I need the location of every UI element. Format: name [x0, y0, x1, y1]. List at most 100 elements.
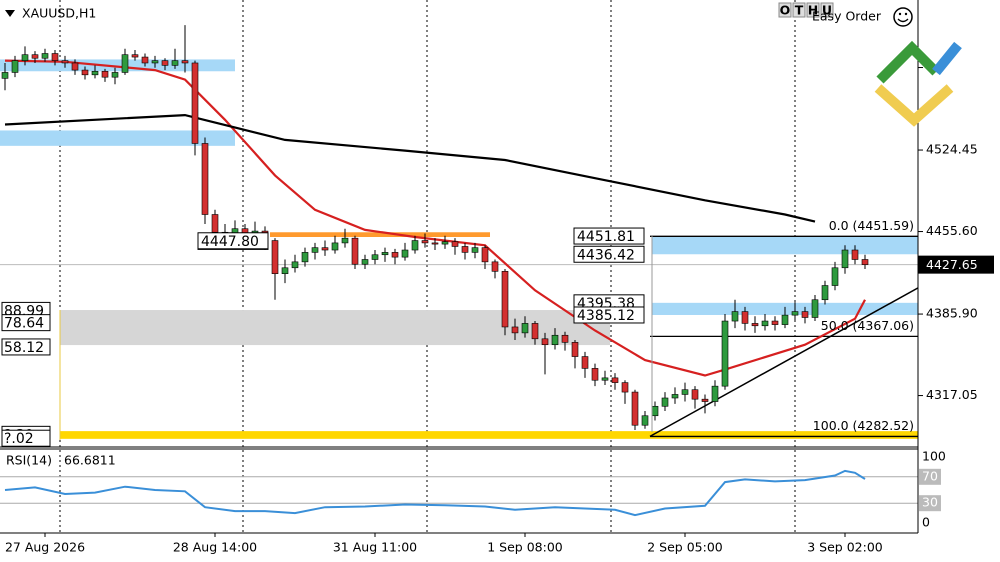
candle-body [281, 267, 289, 274]
logo [874, 40, 980, 127]
candle-body [91, 70, 99, 76]
candle-body [851, 249, 859, 260]
candle-body [721, 320, 729, 387]
x-tick-label: 1 Sep 08:00 [487, 540, 563, 555]
candle-body [701, 398, 709, 402]
candle-body [271, 240, 279, 274]
rsi-level-box [919, 495, 941, 512]
candle-body [621, 382, 629, 393]
candle-body [181, 60, 189, 64]
candle-body [751, 323, 759, 327]
fib-label: 0.0 (4451.59) [829, 218, 914, 233]
menu-triangle[interactable] [5, 10, 15, 17]
zone [652, 236, 918, 255]
button[interactable] [820, 2, 834, 18]
y-tick-label: 4455.60 [926, 223, 978, 238]
candle-body [311, 247, 319, 253]
candle-body [771, 320, 779, 325]
rsi-tick-label: 70 [922, 468, 938, 483]
zone [0, 130, 235, 146]
candle-body [71, 62, 79, 71]
price-label: 4451.81 [577, 229, 635, 245]
smiley-face [893, 7, 913, 27]
candle-body [551, 334, 559, 346]
button-label: T [795, 3, 804, 18]
tool-buttons: O T H U [778, 2, 834, 18]
candle-body [301, 252, 309, 263]
candle-body [671, 394, 679, 399]
smiley[interactable] [893, 7, 913, 27]
candle-body [631, 391, 639, 426]
tool-name: Easy Order [812, 9, 882, 24]
y-tick-label: 4385.90 [926, 306, 978, 321]
price-label: 4385.12 [577, 308, 635, 324]
candle-body [661, 397, 669, 407]
candle-body [41, 53, 49, 59]
y-tick-label: 4317.05 [926, 387, 978, 402]
fib-label: 100.0 (4282.52) [813, 418, 914, 433]
x-tick-label: 2 Sep 05:00 [647, 540, 723, 555]
candle-body [681, 389, 689, 395]
candle-body [711, 385, 719, 402]
candle-body [811, 299, 819, 318]
candle-body [21, 54, 29, 61]
candle-body [591, 368, 599, 381]
button[interactable] [778, 2, 792, 18]
current-price-label: 4427.65 [926, 257, 978, 272]
left-label-box [1, 338, 51, 356]
candle-body [791, 311, 799, 316]
candle-body [741, 311, 749, 324]
candle-body [471, 247, 479, 253]
candle-body [531, 323, 539, 340]
candle-body [361, 259, 369, 265]
candle-body [381, 252, 389, 256]
candle-body [111, 72, 119, 78]
candle-body [841, 249, 849, 269]
candle-body [691, 389, 699, 400]
candle-body [351, 237, 359, 265]
candle-body [31, 54, 39, 59]
logo-mark [874, 84, 954, 127]
rsi-line [4, 469, 866, 517]
zone [270, 232, 490, 237]
candle-body [411, 240, 419, 251]
candle-body [391, 252, 399, 258]
candle-body [451, 241, 459, 247]
moving-average [4, 113, 816, 223]
trendline [649, 287, 918, 438]
candle-body [801, 311, 809, 318]
button[interactable] [806, 2, 820, 18]
candle-body [431, 242, 439, 245]
candle-body [611, 377, 619, 383]
zone [60, 310, 610, 346]
y-tick-label: 4524.45 [926, 142, 978, 157]
left-label: 58.12 [4, 340, 44, 356]
candle-body [501, 271, 509, 328]
candle-body [101, 70, 109, 78]
price-label-box [197, 232, 269, 250]
current-price-tag [918, 255, 994, 274]
candle-body [321, 247, 329, 251]
rsi-value: 66.6811 [64, 453, 116, 468]
left-label-box [1, 314, 51, 332]
candle-body [831, 267, 839, 286]
smiley-eye [898, 12, 902, 16]
candle-body [561, 334, 569, 343]
candle-body [401, 249, 409, 258]
button[interactable] [792, 2, 806, 18]
candle-body [541, 338, 549, 346]
candle-body [81, 69, 89, 76]
rsi-tick-label: 100 [922, 449, 946, 464]
candle-body [511, 326, 519, 334]
candle-body [201, 143, 209, 215]
candle-body [421, 240, 429, 244]
candle-body [491, 261, 499, 272]
candle-body [861, 259, 869, 265]
candle-body [1, 72, 9, 79]
fib-label: 50.0 (4367.06) [821, 318, 914, 333]
left-label: ?.02 [4, 431, 34, 447]
left-label-box [1, 429, 51, 447]
